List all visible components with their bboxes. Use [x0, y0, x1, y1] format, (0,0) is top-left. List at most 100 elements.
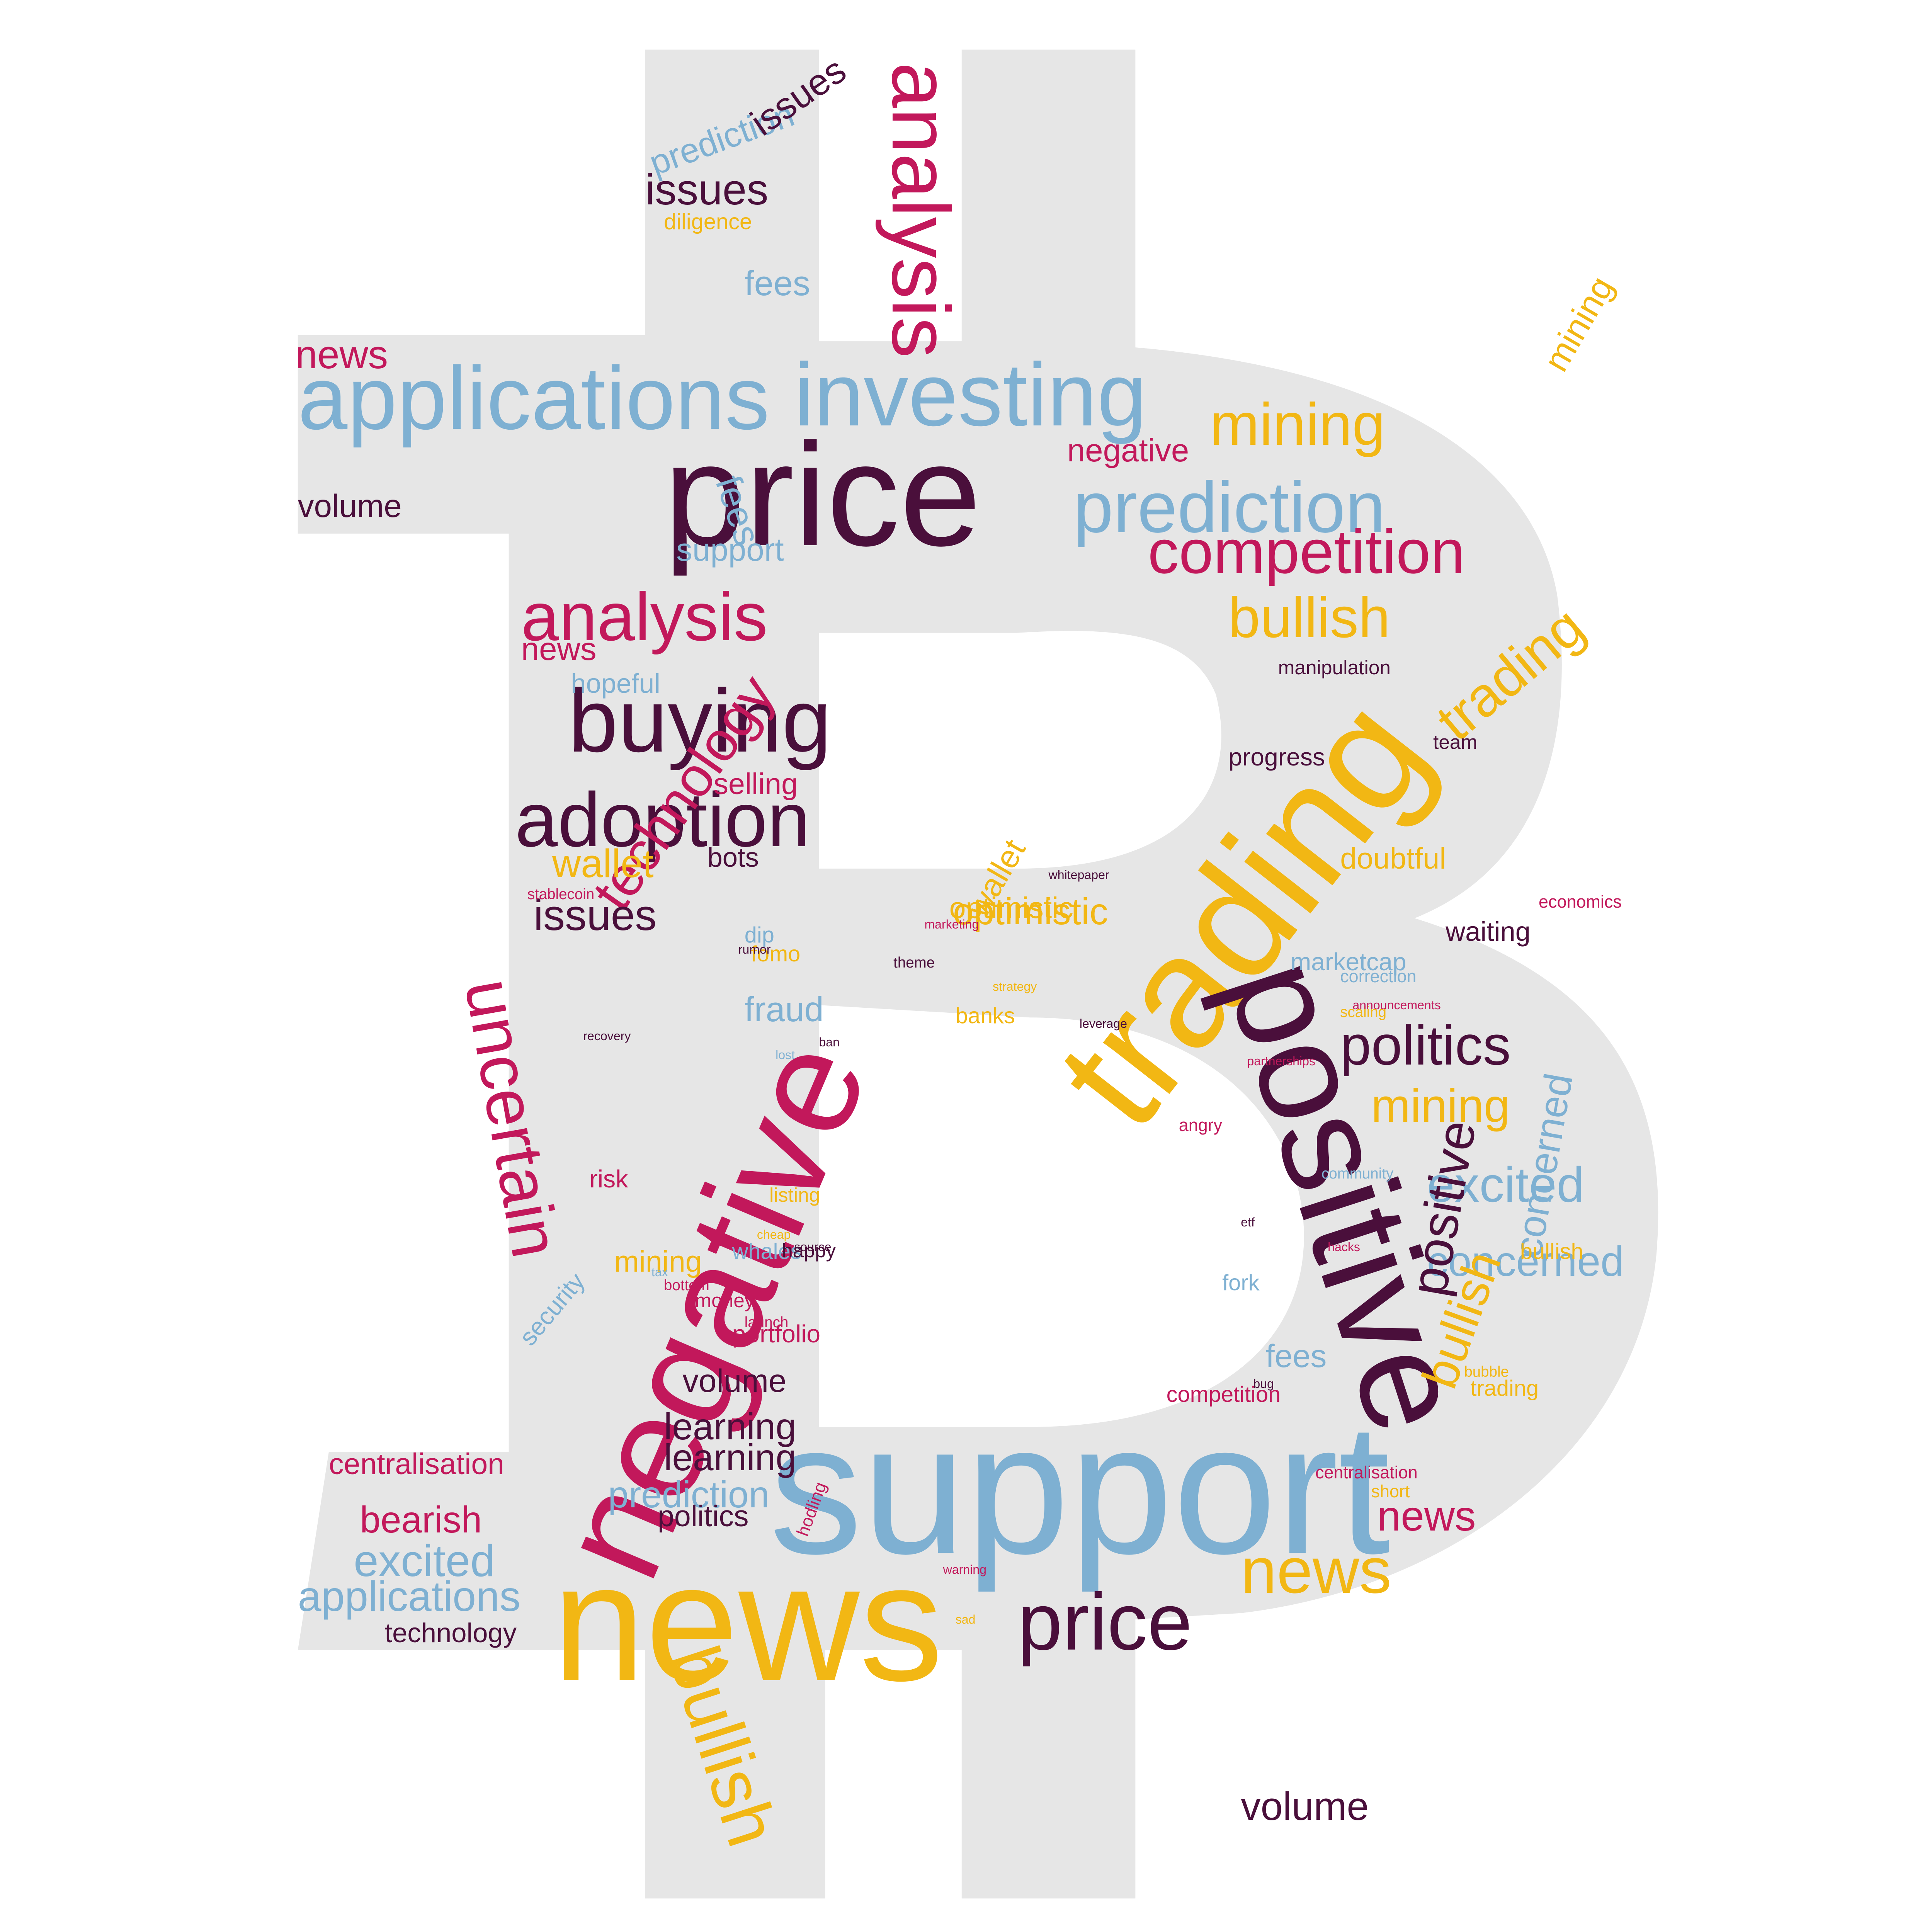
word-centralisation: centralisation	[328, 1447, 505, 1481]
word-fomo: fomo	[750, 941, 801, 966]
word-dip: dip	[744, 923, 774, 948]
word-progress: progress	[1228, 743, 1325, 771]
word-adoption: adoption	[515, 777, 810, 863]
word-mining: mining	[1536, 270, 1621, 378]
word-cheap: cheap	[757, 1228, 791, 1242]
word-learning: learning	[664, 1437, 796, 1479]
word-technology: technology	[384, 1617, 517, 1648]
word-excited: excited	[1427, 1157, 1584, 1213]
word-mining: mining	[1210, 391, 1386, 458]
word-doubtful: doubtful	[1340, 842, 1446, 875]
word-analysis: analysis	[521, 579, 768, 655]
word-team: team	[1433, 730, 1478, 753]
word-whales: whales	[732, 1239, 802, 1264]
word-mining: mining	[1371, 1079, 1510, 1132]
word-optimistic: optimistic	[953, 891, 1108, 933]
word-sad: sad	[955, 1612, 976, 1626]
word-issues: issues	[645, 165, 769, 214]
word-announcements: announcements	[1352, 998, 1441, 1012]
word-security: security	[514, 1267, 590, 1351]
word-manipulation: manipulation	[1278, 656, 1391, 679]
word-support: support	[676, 531, 784, 568]
word-bug: bug	[1253, 1376, 1274, 1391]
word-volume: volume	[682, 1362, 787, 1399]
word-concerned: concerned	[1427, 1238, 1624, 1286]
word-bottom: bottom	[664, 1277, 709, 1294]
word-centralisation: centralisation	[1315, 1463, 1418, 1483]
word-bearish: bearish	[360, 1499, 482, 1541]
word-happy: happy	[782, 1239, 836, 1262]
word-volume: volume	[298, 488, 402, 524]
word-fork: fork	[1222, 1270, 1260, 1295]
word-portfolio: portfolio	[732, 1320, 821, 1348]
word-scaling: scaling	[1340, 1004, 1387, 1021]
word-fraud: fraud	[744, 990, 824, 1029]
word-launch: launch	[744, 1314, 789, 1331]
word-trading: trading	[1470, 1376, 1539, 1401]
word-bullish: bullish	[1228, 586, 1390, 650]
word-wallet: wallet	[552, 841, 654, 886]
word-excited: excited	[354, 1536, 495, 1586]
word-ban: ban	[819, 1035, 840, 1049]
word-stablecoin: stablecoin	[527, 886, 595, 903]
word-issues: issues	[743, 49, 854, 144]
word-angry: angry	[1179, 1115, 1223, 1135]
word-marketcap: marketcap	[1290, 947, 1406, 976]
word-diligence: diligence	[664, 209, 752, 234]
word-lost: lost	[776, 1048, 795, 1062]
word-issues: issues	[533, 891, 657, 940]
word-partnerships: partnerships	[1247, 1054, 1316, 1068]
word-bullish: bullish	[1520, 1239, 1583, 1264]
word-hopeful: hopeful	[571, 668, 660, 699]
word-learning: learning	[664, 1406, 796, 1447]
word-short: short	[1371, 1481, 1410, 1501]
word-competition: competition	[1148, 517, 1465, 587]
word-fees: fees	[744, 264, 810, 303]
word-news: news	[552, 1529, 944, 1716]
word-leverage: leverage	[1079, 1017, 1127, 1031]
word-money: money	[695, 1289, 755, 1311]
word-negative: negative	[1067, 432, 1189, 468]
word-news: news	[1377, 1492, 1476, 1540]
word-politics: politics	[1340, 1014, 1511, 1077]
word-listing: listing	[769, 1183, 820, 1206]
word-price: price	[1017, 1577, 1192, 1667]
word-economics: economics	[1539, 892, 1622, 912]
word-applications: applications	[298, 1573, 521, 1621]
word-applications: applications	[298, 348, 770, 448]
word-whitepaper: whitepaper	[1048, 867, 1109, 882]
word-selling: selling	[713, 767, 798, 801]
word-bots: bots	[707, 842, 759, 872]
word-bubble: bubble	[1464, 1364, 1509, 1381]
word-support: support	[769, 1384, 1390, 1593]
word-banks: banks	[955, 1003, 1015, 1029]
word-risk: risk	[589, 1165, 628, 1193]
word-community: community	[1321, 1165, 1394, 1182]
word-rumor: rumor	[738, 942, 771, 956]
word-news: news	[521, 630, 597, 667]
word-price: price	[664, 413, 981, 577]
word-tax: tax	[651, 1265, 668, 1279]
word-strategy: strategy	[993, 979, 1037, 993]
word-mining: mining	[614, 1245, 702, 1279]
word-source: source	[794, 1240, 832, 1254]
word-theme: theme	[893, 954, 935, 971]
word-uncertain: uncertain	[450, 973, 574, 1263]
word-news: news	[295, 332, 388, 377]
word-trading: trading	[1425, 595, 1596, 753]
word-etf: etf	[1241, 1215, 1255, 1230]
word-prediction: prediction	[1073, 467, 1386, 548]
word-fees: fees	[1265, 1338, 1327, 1374]
word-volume: volume	[1241, 1784, 1369, 1829]
word-buying: buying	[568, 671, 832, 771]
word-news: news	[1241, 1535, 1392, 1607]
word-competition: competition	[1166, 1382, 1281, 1407]
word-recovery: recovery	[583, 1029, 631, 1043]
word-correction: correction	[1340, 966, 1417, 986]
word-optimistic: optimistic	[949, 891, 1073, 925]
word-warning: warning	[943, 1563, 987, 1577]
word-prediction: prediction	[608, 1474, 770, 1516]
